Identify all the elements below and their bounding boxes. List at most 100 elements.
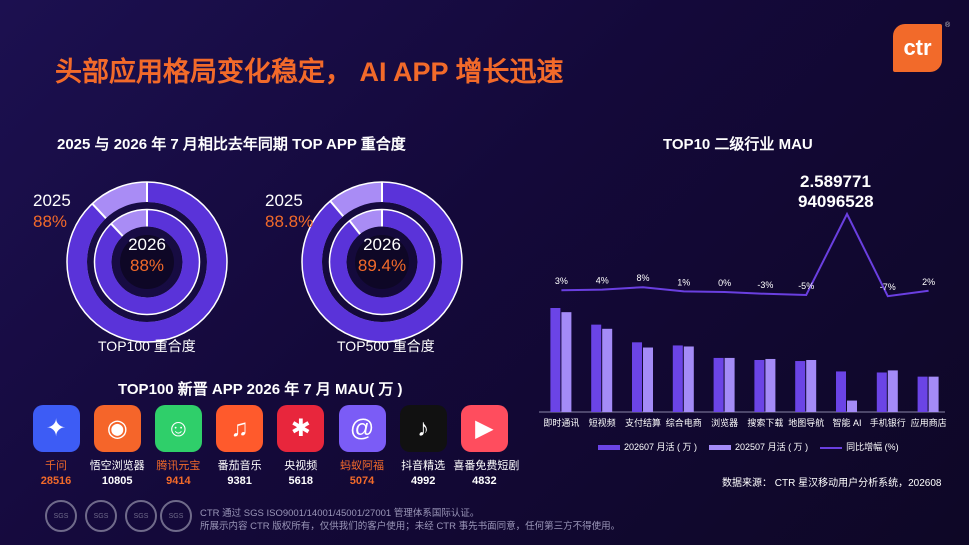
industry-mau-chart: 即时通讯 短视频 支付结算 综合电商 浏览器 搜索下载 地图导航 智能 AI 手机银行 应用商店 … [539,211,947,428]
donut2-outer-pct: 88.8% [265,212,314,231]
growth-data-label: -5% [798,281,814,291]
x-tick-label: 搜索下载 [747,417,783,428]
bar-2025 [561,312,572,412]
new-app-name: 抖音精选 [401,460,446,472]
x-tick-label: 智能 AI [832,417,861,428]
donut1-outer-pct: 88% [33,212,68,231]
overlap-title: 2025 与 2026 年 7 月相比去年同期 TOP APP 重合度 [57,136,406,153]
new-app-name: 央视频 [284,460,318,472]
new-app-mau: 5618 [288,475,314,487]
bar-2026 [836,371,846,412]
new-app-item: @ 蚂蚁阿福 5074 [331,405,393,487]
bar-2026 [632,342,642,412]
legend-series-2026: 202607 月活 ( 万 ) [598,440,697,453]
growth-data-label: 0% [718,278,731,288]
growth-data-label: -7% [880,282,896,292]
donut2-outer-label: 2025 88.8% [265,190,313,232]
bar-2025 [643,347,653,412]
footer-text: CTR 通过 SGS ISO9001/14001/45001/27001 管理体… [200,507,620,533]
new-app-name: 蚂蚁阿福 [340,460,384,472]
bar-2025 [765,358,776,412]
donut2-inner-separator [348,220,361,235]
bar-2025 [602,328,613,412]
donut2-inner-pct: 89.4% [357,256,407,275]
bar-2025 [683,346,694,412]
new-app-mau: 5074 [349,475,375,487]
new-app-item: ✱ 央视频 5618 [270,405,332,487]
growth-data-label: 4% [596,276,609,286]
donut2-inner-year: 2026 [363,235,401,254]
bar-2025 [847,400,857,412]
fanqie-music-icon: ♫ [216,405,264,452]
x-tick-label: 支付结算 [625,417,661,428]
growth-data-label: 8% [636,273,649,283]
donut1-inner-year: 2026 [128,235,166,254]
donut1-inner-border [93,208,201,316]
new-app-name: 悟空浏览器 [89,460,145,472]
bar-2026 [917,376,928,412]
data-source: 数据来源： CTR 星汉移动用户分析系统，202608 [722,478,942,489]
x-tick-label: 应用商店 [911,417,947,428]
donut2-outer-year: 2025 [265,191,303,210]
x-tick-label: 浏览器 [711,417,738,428]
donut1-inner-pct: 88% [129,256,165,275]
new-app-item: ✦ 千问 28516 [25,405,87,487]
yuanbao-icon: ☺ [154,405,202,452]
sgs-seal-icon: SGS [45,500,77,532]
growth-data-label: 2% [922,277,935,287]
donut1-outer-label: 2025 88% [33,190,71,232]
new-app-name: 番茄音乐 [217,460,262,472]
donut2-caption: TOP500 重合度 [337,338,435,354]
x-tick-label: 短视频 [589,417,616,428]
growth-data-label: -3% [757,280,773,290]
new-apps-title: TOP100 新晋 APP 2026 年 7 月 MAU( 万 ) [118,381,403,398]
bar-2026 [754,360,765,412]
donut1-hole [120,235,174,289]
new-app-name: 千问 [45,460,67,472]
peak-label-2: 94096528 [798,192,874,211]
donut1-outer-year: 2025 [33,191,71,210]
bar-2026 [876,372,887,412]
donut1-inner-label: 2026 88% [117,234,177,276]
donut2-outer-overlap [302,182,462,342]
douyin-jingxuan-icon: ♪ [399,405,447,452]
growth-line [561,211,929,298]
footer-line1: CTR 通过 SGS ISO9001/14001/45001/27001 管理体… [200,508,480,519]
donut1-inner-separator [110,223,124,237]
donut2-outer-border [301,181,463,343]
legend-series-2025: 202507 月活 ( 万 ) [709,440,808,453]
sgs-seal-icon: SGS [85,500,117,532]
new-app-item: ☺ 腾讯元宝 9414 [147,405,209,487]
bar-2025 [887,370,898,412]
bar-2026 [591,324,602,412]
donut2-hole [355,235,409,289]
registered-mark: ® [945,22,951,29]
new-app-name: 腾讯元宝 [156,460,201,472]
donut1-outer-overlap [67,182,227,342]
sgs-seal-icon: SGS [160,500,192,532]
new-app-mau: 9414 [166,475,191,487]
new-app-item: ♫ 番茄音乐 9381 [209,405,271,487]
bar-2026 [672,345,683,412]
chart-legend: 202607 月活 ( 万 ) 202507 月活 ( 万 ) 同比增幅 (%) [598,440,899,453]
growth-data-label: 3% [555,276,568,286]
new-app-mau: 10805 [101,475,133,487]
bar-2026 [550,308,561,412]
donut2-inner-label: 2026 89.4% [350,234,414,276]
bar-2025 [928,376,939,412]
new-app-item: ♪ 抖音精选 4992 [392,405,454,487]
x-tick-label: 地图导航 [788,417,824,428]
peak-label-1: 2.589771 [800,172,871,191]
donut1-caption: TOP100 重合度 [98,338,196,354]
new-app-name: 喜番免费短剧 [453,460,520,472]
donut1-outer-separator [91,202,107,219]
bar-2026 [795,361,806,412]
chart-title: TOP10 二级行业 MAU [663,136,813,153]
xifan-drama-icon: ▶ [460,405,508,452]
new-app-mau: 4992 [410,475,436,487]
donut-charts [66,181,463,343]
sgs-seal-icon: SGS [125,500,157,532]
ctr-logo: ctr [893,24,942,72]
new-app-mau: 28516 [40,475,72,487]
x-tick-label: 即时通讯 [543,417,579,428]
